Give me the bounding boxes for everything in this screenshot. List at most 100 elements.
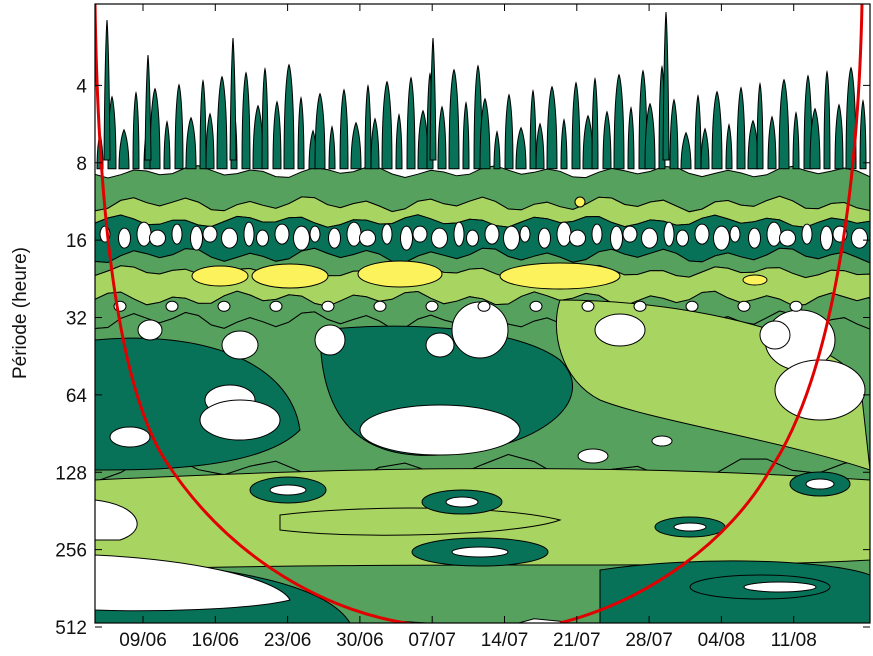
spike xyxy=(350,121,362,170)
loop-32h xyxy=(373,300,387,312)
loop-16h xyxy=(538,227,551,249)
contour-island xyxy=(574,196,586,208)
loop-32h xyxy=(321,300,335,312)
loop-16h xyxy=(328,227,341,249)
loop-32h xyxy=(165,300,179,312)
plot-frame xyxy=(94,3,871,624)
loop-16h xyxy=(171,223,183,245)
x-tick-label: 07/07 xyxy=(408,630,456,651)
contour-island xyxy=(199,399,281,441)
contour-island xyxy=(774,359,866,421)
loop-16h xyxy=(400,225,413,251)
x-tick-label: 21/07 xyxy=(553,630,601,651)
x-tick-label: 04/08 xyxy=(698,630,746,651)
contour-island xyxy=(359,404,521,456)
loop-16h xyxy=(713,225,730,251)
spike xyxy=(834,103,844,170)
spike xyxy=(205,112,215,170)
coi-curve xyxy=(95,4,864,623)
loop-16h xyxy=(453,221,465,247)
loop-16h xyxy=(359,229,376,247)
loop-32h xyxy=(581,300,595,312)
contour-island xyxy=(673,522,707,532)
spike xyxy=(669,98,679,170)
high-frequency-spikes xyxy=(96,11,867,170)
spike xyxy=(406,76,416,170)
contour-islands xyxy=(99,196,868,600)
loop-16h xyxy=(748,227,761,249)
y-tick-label: 128 xyxy=(55,463,87,484)
loop-16h xyxy=(610,225,623,251)
loop-16h xyxy=(431,227,448,249)
contour-island xyxy=(651,435,673,447)
loop-16h xyxy=(346,221,362,247)
loop-16h xyxy=(851,227,868,249)
loop-16h xyxy=(779,229,796,247)
spike xyxy=(328,125,336,170)
loop-16h xyxy=(569,229,586,247)
x-tick-label: 09/06 xyxy=(119,630,167,651)
spike-tall xyxy=(429,37,437,161)
loop-16h xyxy=(136,221,152,247)
loop-16h xyxy=(202,225,218,243)
loop-16h xyxy=(293,225,310,251)
x-tick-label: 23/06 xyxy=(264,630,312,651)
loop-16h xyxy=(274,223,290,245)
contour-island xyxy=(269,484,307,496)
spike-tall xyxy=(103,19,111,161)
spike xyxy=(529,89,537,170)
y-axis-title: Période (heure) xyxy=(10,247,31,379)
loop-16h xyxy=(221,227,238,249)
loop-16h xyxy=(676,229,689,247)
spike xyxy=(493,130,501,170)
spike-tall xyxy=(229,37,237,161)
loop-32h xyxy=(269,300,283,312)
spike xyxy=(546,85,558,170)
loop-32h xyxy=(425,300,439,312)
spike xyxy=(644,102,656,170)
spike-tall xyxy=(144,54,152,161)
spike xyxy=(241,71,251,170)
spike xyxy=(613,73,625,170)
loop-16h xyxy=(729,225,741,243)
spike xyxy=(381,80,393,170)
spike xyxy=(462,101,470,170)
spike xyxy=(859,99,867,170)
x-tick-label: 14/07 xyxy=(481,630,529,651)
loop-16h xyxy=(466,229,479,247)
spike xyxy=(261,67,269,170)
loop-32h xyxy=(789,300,803,312)
contour-island xyxy=(594,313,646,347)
contour-island xyxy=(314,324,346,356)
region-256-white xyxy=(95,499,138,541)
y-tick-label: 4 xyxy=(76,76,87,97)
spike-tall xyxy=(662,11,670,161)
loop-16h xyxy=(801,223,813,245)
y-tick-label: 256 xyxy=(55,541,87,562)
spike xyxy=(314,92,326,170)
spike xyxy=(370,117,380,170)
spike xyxy=(395,113,403,170)
region-256-band xyxy=(279,507,562,536)
loop-32h xyxy=(217,300,231,312)
contour-island xyxy=(743,581,817,593)
spike xyxy=(132,91,140,170)
contour-island xyxy=(221,330,259,360)
y-tick-label: 8 xyxy=(76,154,87,175)
loop-16h xyxy=(820,225,833,251)
spike xyxy=(778,78,790,170)
spike xyxy=(809,107,821,170)
x-tick-label: 28/07 xyxy=(625,630,673,651)
spike xyxy=(163,120,171,170)
loop-16h xyxy=(694,223,710,245)
spike xyxy=(711,90,723,170)
y-axis: 4 8 16 32 64 128 256 512 xyxy=(55,76,870,639)
loop-16h xyxy=(256,229,269,247)
loop-16h xyxy=(118,227,131,249)
contour-island xyxy=(577,448,609,464)
x-axis: 09/06 16/06 23/06 30/06 07/07 14/07 21/07 28/07… xyxy=(119,4,817,651)
contour-island xyxy=(499,262,621,290)
contour-island xyxy=(357,260,443,288)
spike xyxy=(756,82,764,170)
loop-32h xyxy=(737,300,751,312)
